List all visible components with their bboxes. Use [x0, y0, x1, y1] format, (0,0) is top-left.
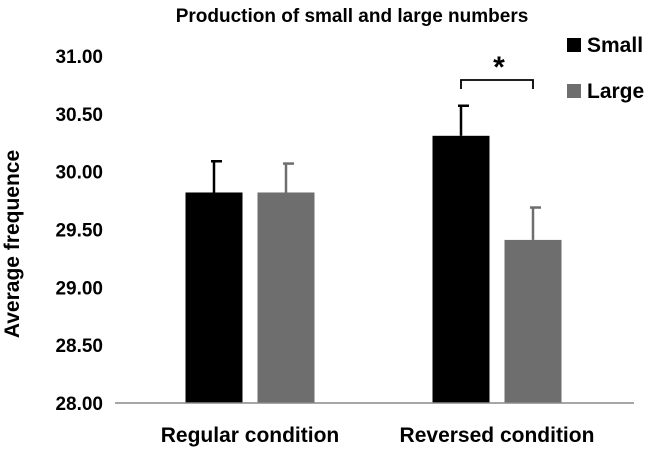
error-bar-large-2 [530, 206, 541, 240]
bar-small-2 [432, 135, 490, 403]
bars-group [185, 135, 562, 403]
y-axis-ticks: 28.00 28.50 29.00 29.50 30.00 30.50 31.00 [55, 47, 103, 415]
error-bars-group [211, 104, 541, 240]
y-tick-label: 30.50 [55, 105, 103, 126]
significance-star: * [493, 51, 505, 84]
error-bar-small-2 [458, 104, 469, 136]
y-tick-label: 30.00 [55, 163, 103, 184]
y-tick-label: 29.50 [55, 221, 103, 242]
significance-bracket: * [460, 51, 534, 89]
y-tick-label: 28.00 [55, 394, 103, 415]
bar-small-1 [185, 192, 243, 403]
bar-large-1 [257, 192, 315, 403]
x-axis-ticks: Regular condition Reversed condition [161, 424, 595, 447]
y-tick-label: 31.00 [55, 47, 103, 68]
significance-bracket-line [460, 79, 534, 89]
y-tick-label: 29.00 [55, 278, 103, 299]
y-axis-label: Average frequence [1, 150, 24, 338]
error-bar-small-1 [211, 160, 222, 193]
legend-label-large: Large [587, 80, 644, 103]
legend: Small Large [567, 34, 644, 103]
x-tick-label: Regular condition [161, 424, 340, 447]
legend-swatch-large [567, 84, 581, 98]
error-bar-large-1 [283, 162, 294, 193]
bar-large-2 [504, 239, 562, 403]
x-tick-label: Reversed condition [400, 424, 595, 447]
legend-label-small: Small [587, 34, 643, 57]
chart-title: Production of small and large numbers [176, 6, 529, 27]
legend-swatch-small [567, 38, 581, 52]
y-tick-label: 28.50 [55, 336, 103, 357]
